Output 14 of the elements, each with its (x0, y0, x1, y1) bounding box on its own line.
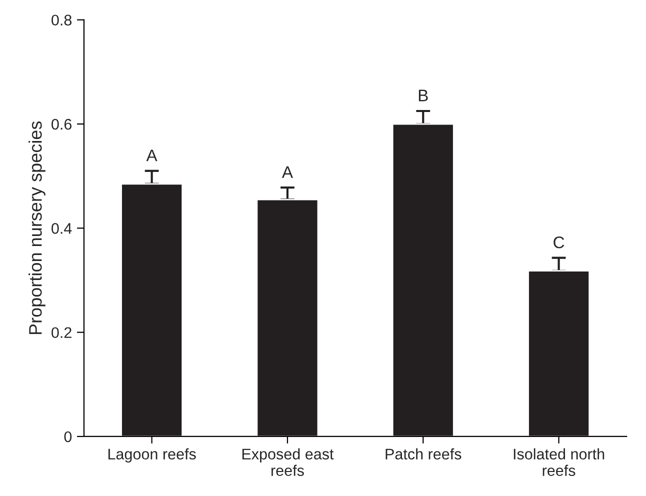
annotation: A (282, 166, 293, 178)
y-axis-title: Proportion nursery species (28, 121, 46, 334)
y-tick-label: 0.8 (52, 14, 72, 26)
y-tick-label: 0.6 (52, 118, 72, 130)
annotation: B (418, 90, 428, 102)
y-tick-label: 0 (64, 431, 72, 442)
annotation: A (146, 150, 158, 162)
y-tick-label: 0.4 (52, 223, 72, 234)
x-tick-label: Isolated north reefs (514, 448, 604, 476)
x-tick-label: Lagoon reefs (108, 448, 196, 463)
x-tick-label: Patch reefs (386, 448, 462, 460)
x-tick-label: Exposed east reefs (242, 448, 334, 476)
y-tick-label: 0.2 (52, 327, 72, 338)
annotation: C (554, 236, 564, 248)
